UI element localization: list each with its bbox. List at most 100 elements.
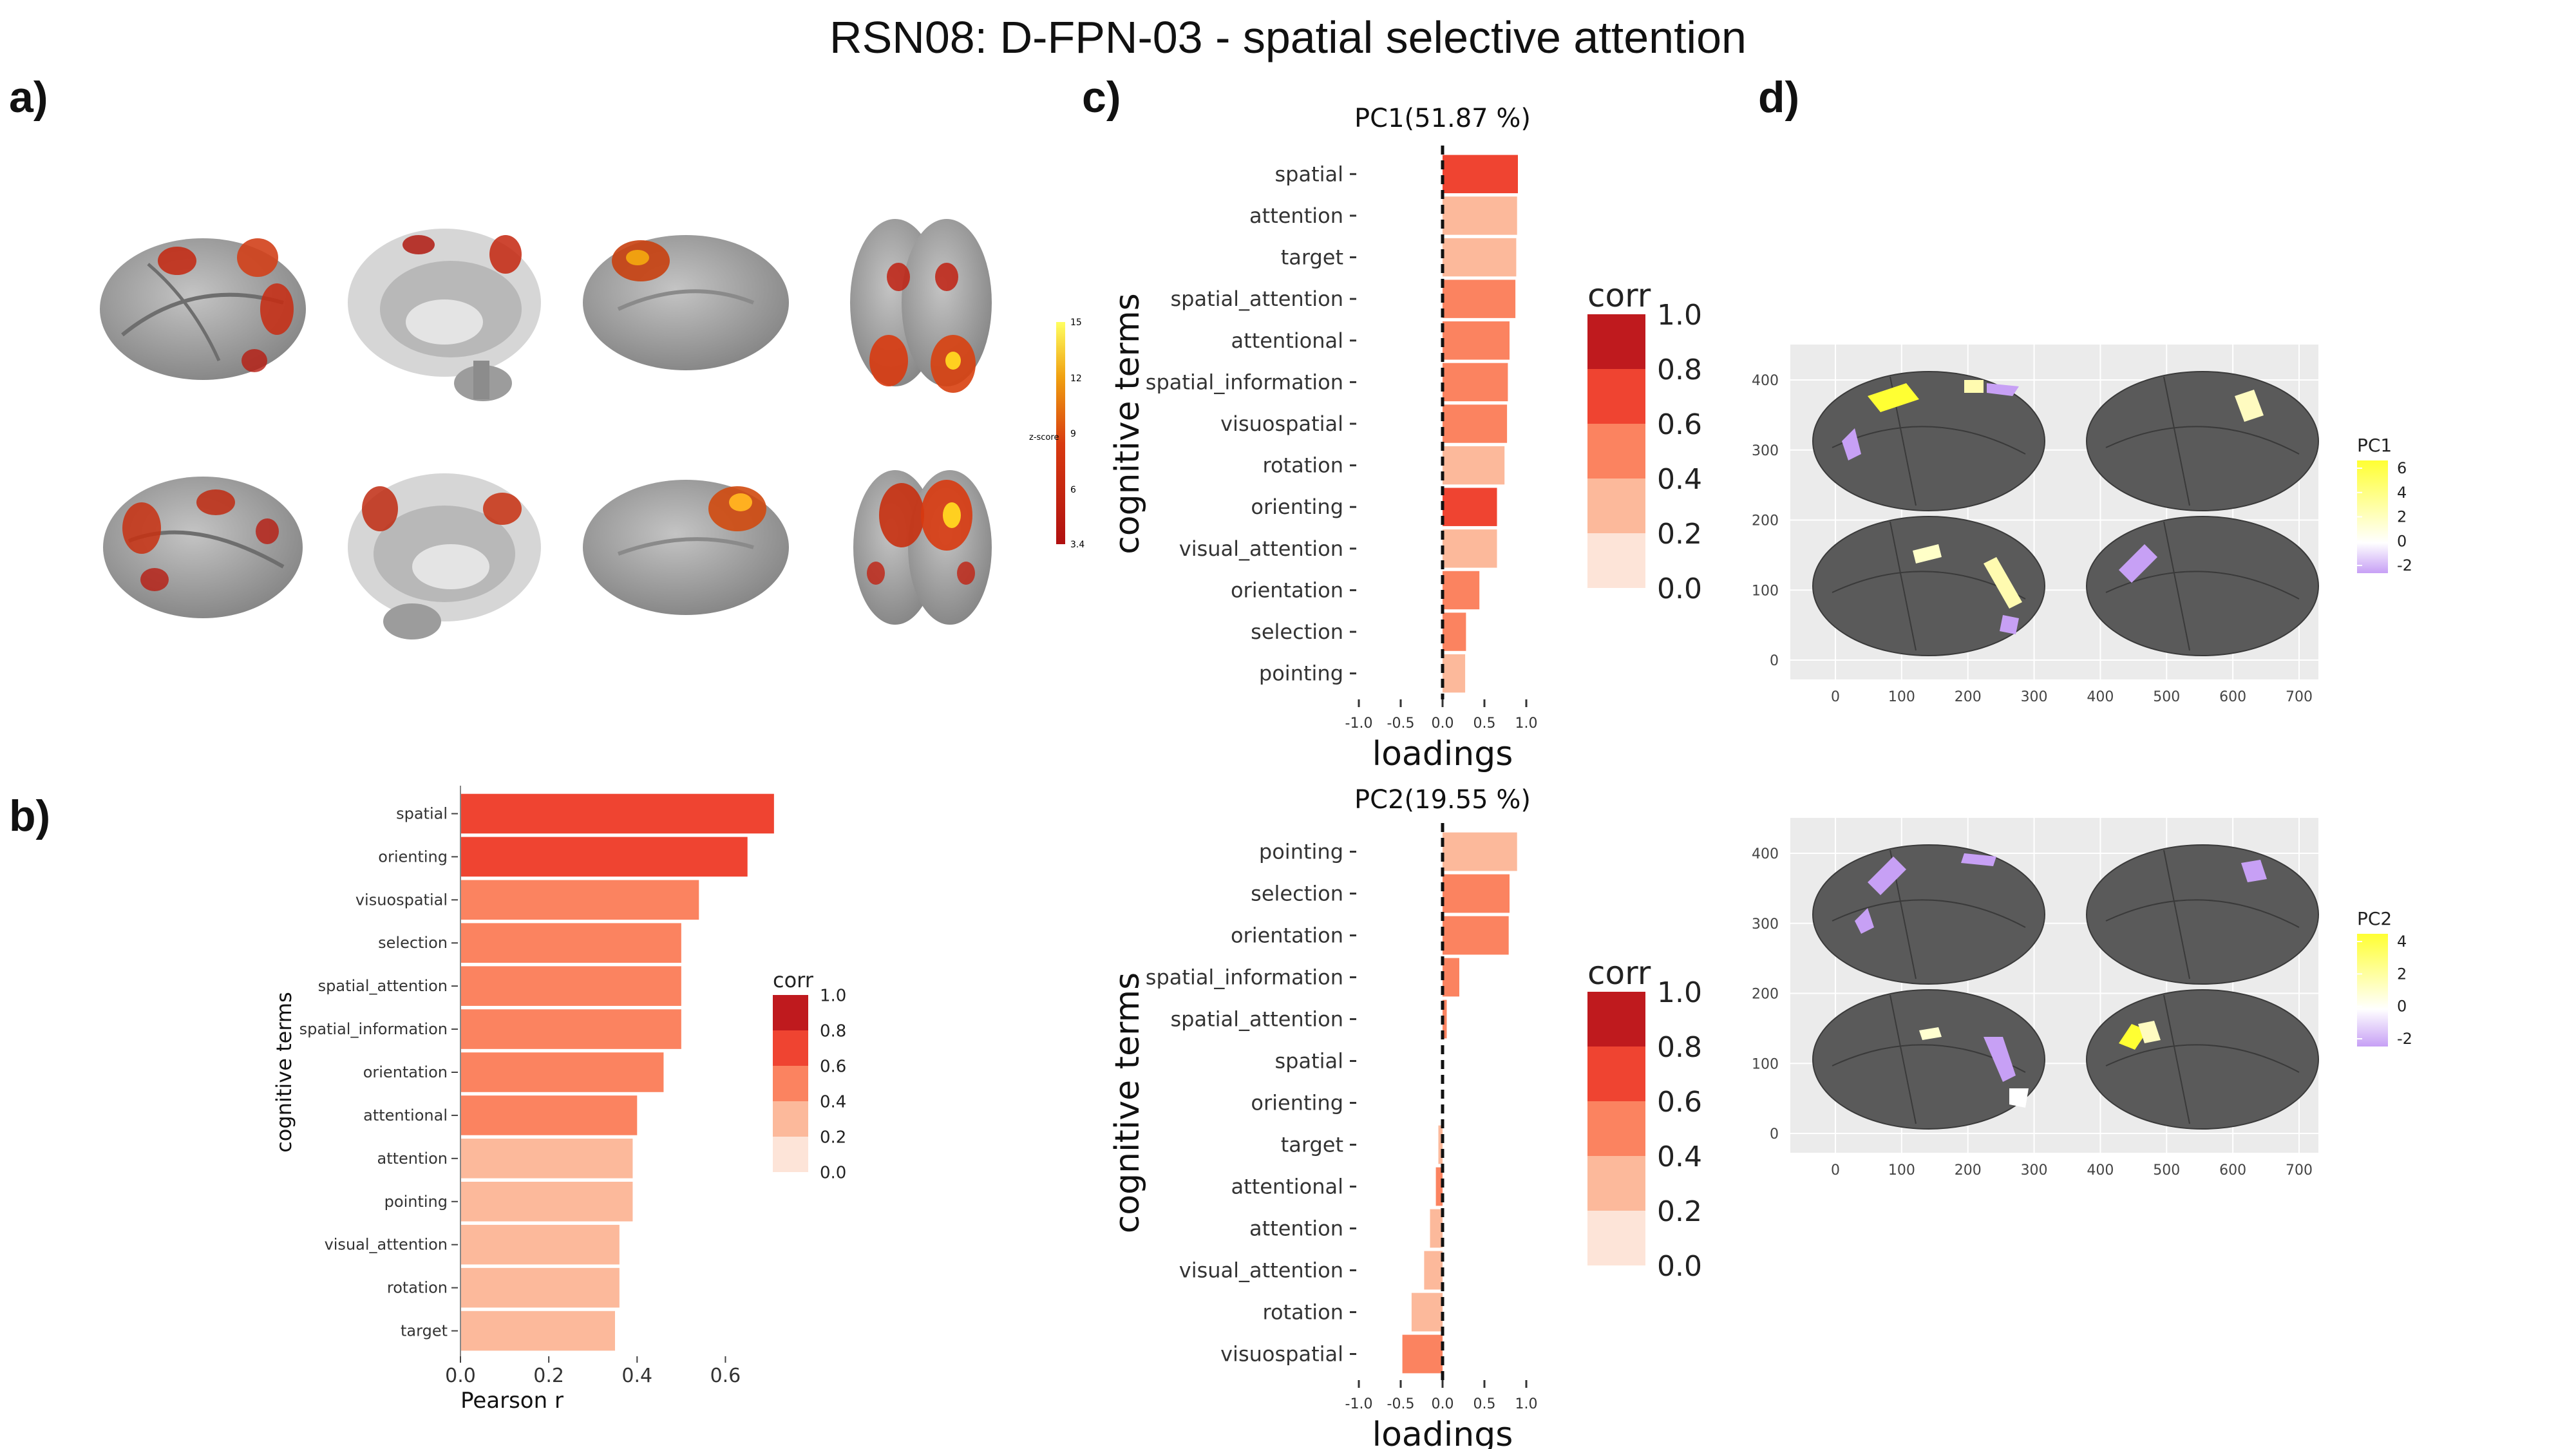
y-tick-label: spatial_information xyxy=(1146,370,1343,394)
parcel-low xyxy=(2241,860,2267,882)
chart-c2-legend-key xyxy=(1587,1211,1645,1265)
zscore-tick: 12 xyxy=(1070,374,1082,384)
parcel-border xyxy=(2163,849,2190,980)
x-tick-label: 300 xyxy=(2021,1162,2048,1179)
parcel-high xyxy=(2138,1021,2161,1043)
chart-title: PC2(19.55 %) xyxy=(1354,785,1531,815)
chart-c1-legend-label: 0.0 xyxy=(1657,573,1702,605)
panel-a-brains: 15 12 9 6 3.4 z-score xyxy=(100,219,1084,639)
y-tick-label: attention xyxy=(1249,204,1343,228)
chart-c2-legend-title: corr xyxy=(1587,954,1651,992)
zscore-tick: 9 xyxy=(1070,429,1076,439)
brain-surface xyxy=(1812,516,2045,656)
y-tick-label: target xyxy=(1281,1133,1343,1157)
bar xyxy=(460,1224,620,1265)
zscore-tick: 6 xyxy=(1070,485,1076,495)
y-tick-label: 300 xyxy=(1752,443,1779,459)
x-tick-label: 100 xyxy=(1888,689,1915,705)
zscore-colorbar-label: z-score xyxy=(1029,433,1059,442)
y-tick-label: spatial_information xyxy=(1146,965,1343,990)
bar xyxy=(1443,321,1510,360)
zscore-tick: 15 xyxy=(1070,317,1082,328)
parcel-border xyxy=(1832,899,2026,928)
bar xyxy=(1443,404,1508,443)
parcel-high xyxy=(2235,390,2264,422)
pc-legend-label: 0 xyxy=(2397,998,2407,1016)
y-tick-label: spatial_attention xyxy=(1171,1007,1344,1032)
chart-b-pearson: spatial orienting visuospatial selection spa… xyxy=(272,786,846,1414)
y-tick-label: pointing xyxy=(1259,661,1343,686)
parcel-border xyxy=(2105,1044,2300,1073)
parcel-low xyxy=(1987,383,2019,396)
y-tick-label: visuospatial xyxy=(1220,1342,1343,1367)
pc-legend-label: 6 xyxy=(2397,459,2407,477)
bar xyxy=(1438,1125,1443,1164)
chart-c2-legend-key xyxy=(1587,992,1645,1046)
x-tick-label: 300 xyxy=(2021,689,2048,705)
chart-c-pc2: PC2(19.55 %) pointing selection orientation… xyxy=(1108,785,1702,1449)
panel-label-a: a) xyxy=(9,73,48,122)
bar xyxy=(1435,1167,1443,1206)
bar xyxy=(460,1052,664,1092)
x-tick-label: -1.0 xyxy=(1345,715,1373,732)
x-axis-title: loadings xyxy=(1372,1416,1513,1449)
bar xyxy=(460,1181,633,1222)
bar xyxy=(460,837,748,877)
y-tick-label: orientation xyxy=(363,1063,448,1081)
x-tick-label: 0.0 xyxy=(1432,715,1454,732)
brain-posterior-bottom xyxy=(853,470,992,625)
bar xyxy=(1443,654,1466,693)
bar xyxy=(1443,196,1517,235)
b-legend-key xyxy=(773,1101,808,1137)
chart-c2-legend-label: 0.8 xyxy=(1657,1031,1702,1064)
x-tick-label: 200 xyxy=(1955,689,1982,705)
x-tick-label: 700 xyxy=(2286,689,2313,705)
parcel-high xyxy=(1868,383,1919,412)
parcel-border xyxy=(1889,521,1917,651)
y-tick-label: spatial_attention xyxy=(318,977,448,995)
x-tick-label: 0.0 xyxy=(1432,1396,1454,1412)
y-tick-label: 200 xyxy=(1752,987,1779,1003)
pc-legend-title: PC1 xyxy=(2357,435,2392,456)
x-tick-label: -0.5 xyxy=(1387,1396,1415,1412)
b-legend-key xyxy=(773,995,808,1030)
zscore-tick: 3.4 xyxy=(1070,540,1084,550)
chart-c1-legend-key xyxy=(1587,424,1645,478)
chart-c2-legend-label: 0.2 xyxy=(1657,1195,1702,1228)
y-tick-label: visual_attention xyxy=(325,1236,448,1254)
bar xyxy=(460,1095,638,1135)
y-tick-label: 400 xyxy=(1752,846,1779,862)
y-tick-label: spatial xyxy=(396,804,448,822)
bar xyxy=(460,1009,681,1049)
y-tick-label: 200 xyxy=(1752,513,1779,529)
parcel-border xyxy=(2163,994,2190,1124)
x-tick-label: 0.5 xyxy=(1473,715,1496,732)
y-tick-label: pointing xyxy=(384,1193,448,1211)
chart-c2-legend-key xyxy=(1587,1156,1645,1211)
bar xyxy=(460,966,681,1006)
x-tick-label: 0.4 xyxy=(621,1365,652,1387)
y-tick-label: target xyxy=(1281,245,1343,270)
chart-c1-legend-key xyxy=(1587,478,1645,533)
pc-legend-label: 4 xyxy=(2397,484,2407,502)
bar xyxy=(1443,999,1447,1039)
y-tick-label: visuospatial xyxy=(355,891,448,909)
bar xyxy=(460,1267,620,1308)
y-tick-label: attentional xyxy=(1231,328,1343,353)
pc-legend-label: 0 xyxy=(2397,532,2407,550)
y-axis-title: cognitive terms xyxy=(1108,972,1147,1234)
bar xyxy=(1443,363,1508,402)
chart-c1-legend-title: corr xyxy=(1587,277,1651,314)
brain-lateral-left-top xyxy=(100,238,306,380)
pc-legend-title: PC2 xyxy=(2357,908,2392,929)
bar xyxy=(460,793,774,834)
parcel-border xyxy=(2163,521,2190,651)
x-tick-label: 1.0 xyxy=(1515,1396,1538,1412)
bar xyxy=(1424,1251,1443,1290)
x-axis-title: loadings xyxy=(1372,735,1513,773)
chart-c1-legend-label: 0.4 xyxy=(1657,463,1702,496)
b-legend-label: 0.6 xyxy=(820,1057,846,1076)
parcel-low xyxy=(1868,857,1906,895)
brain-surface xyxy=(1812,371,2045,511)
bar xyxy=(1443,612,1466,651)
